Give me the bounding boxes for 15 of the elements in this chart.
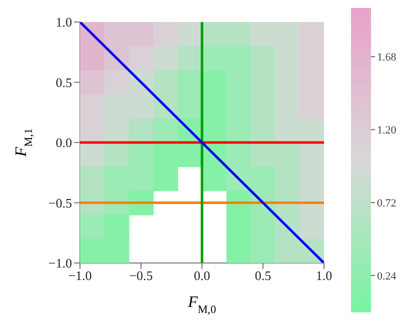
y-tick-label: 0.0 [56, 135, 72, 150]
color-bar-label: 1.20 [377, 124, 397, 137]
y-tick-label: 0.5 [56, 74, 72, 90]
y-tick-label: −0.5 [48, 195, 72, 210]
x-axis-title: F$_{M,0}$ [186, 294, 216, 316]
color-bar-label: 1.68 [377, 52, 397, 64]
x-tick-label: 0.5 [254, 268, 272, 284]
x-tick-label: −0.5 [129, 268, 153, 284]
x-tick-label: 0.0 [194, 268, 210, 284]
color-bar-label: 0.72 [377, 198, 396, 210]
x-tick-label: 1.0 [316, 268, 332, 284]
y-tick-label: 1.0 [56, 14, 72, 30]
y-tick-label: −1.0 [48, 256, 72, 271]
x-tick-label: −1.0 [68, 268, 92, 284]
color-bar-label: 0.24 [377, 270, 397, 283]
